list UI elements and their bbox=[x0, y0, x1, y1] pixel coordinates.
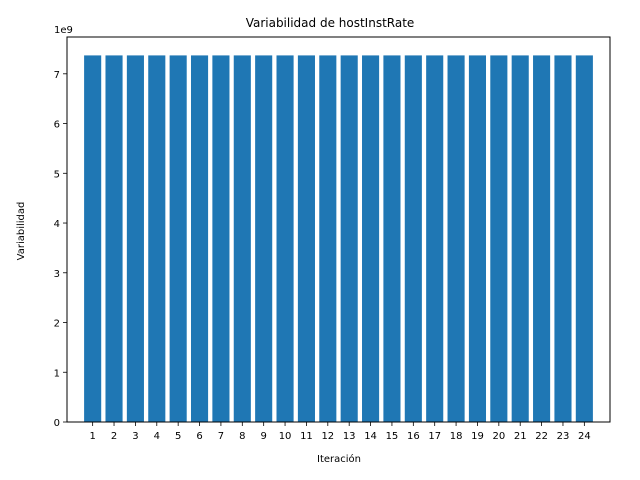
x-tick-label: 16 bbox=[407, 431, 420, 442]
x-tick-label: 2 bbox=[111, 431, 117, 442]
bar-13 bbox=[340, 55, 358, 423]
x-tick-label: 4 bbox=[154, 431, 160, 442]
y-tick-label: 7 bbox=[54, 70, 60, 81]
bar-11 bbox=[297, 55, 315, 423]
x-tick-label: 21 bbox=[514, 431, 527, 442]
x-tick-label: 18 bbox=[450, 431, 463, 442]
bar-12 bbox=[319, 55, 337, 423]
x-tick-label: 9 bbox=[260, 431, 266, 442]
bar-1 bbox=[84, 55, 102, 423]
bar-7 bbox=[212, 55, 230, 423]
bar-16 bbox=[404, 55, 422, 423]
bar-24 bbox=[575, 55, 593, 423]
x-tick-label: 11 bbox=[300, 431, 313, 442]
bar-20 bbox=[490, 55, 508, 423]
bar-17 bbox=[426, 55, 444, 423]
y-tick-label: 1 bbox=[54, 368, 60, 379]
bar-21 bbox=[511, 55, 529, 423]
bars-group bbox=[84, 55, 593, 423]
bar-19 bbox=[468, 55, 487, 423]
x-tick-label: 14 bbox=[364, 431, 377, 442]
y-tick-label: 3 bbox=[54, 269, 60, 280]
x-tick-label: 24 bbox=[578, 431, 591, 442]
x-axis-ticks: 1 2 3 4 5 6 7 8 9 10 11 12 13 14 15 16 17 18 19 20 21 22 23 24 bbox=[89, 422, 591, 442]
x-tick-label: 22 bbox=[535, 431, 548, 442]
x-tick-label: 8 bbox=[239, 431, 245, 442]
bar-8 bbox=[233, 55, 251, 423]
bar-2 bbox=[105, 55, 123, 423]
y-offset-label: 1e9 bbox=[54, 25, 73, 36]
y-tick-label: 5 bbox=[54, 169, 60, 180]
y-axis-label: Variabilidad bbox=[16, 202, 27, 261]
bar-6 bbox=[190, 55, 209, 423]
y-tick-label: 0 bbox=[54, 418, 60, 429]
x-tick-label: 7 bbox=[218, 431, 224, 442]
y-axis-ticks: 0 1 2 3 4 5 6 7 bbox=[54, 70, 67, 429]
x-tick-label: 6 bbox=[196, 431, 202, 442]
y-tick-label: 4 bbox=[54, 219, 60, 230]
x-tick-label: 20 bbox=[492, 431, 505, 442]
bar-10 bbox=[276, 55, 294, 423]
x-tick-label: 12 bbox=[321, 431, 334, 442]
bar-15 bbox=[383, 55, 401, 423]
x-tick-label: 10 bbox=[279, 431, 292, 442]
bar-5 bbox=[169, 55, 187, 423]
x-tick-label: 19 bbox=[471, 431, 484, 442]
bar-22 bbox=[533, 55, 551, 423]
chart-title: Variabilidad de hostInstRate bbox=[246, 16, 415, 30]
x-tick-label: 1 bbox=[89, 431, 95, 442]
x-tick-label: 17 bbox=[428, 431, 441, 442]
x-axis-label: Iteración bbox=[317, 453, 361, 465]
bar-4 bbox=[148, 55, 166, 423]
bar-14 bbox=[362, 55, 380, 423]
bar-23 bbox=[554, 55, 572, 423]
y-tick-label: 2 bbox=[54, 319, 60, 330]
bar-9 bbox=[255, 55, 273, 423]
x-tick-label: 5 bbox=[175, 431, 181, 442]
x-tick-label: 15 bbox=[386, 431, 399, 442]
x-tick-label: 3 bbox=[132, 431, 138, 442]
bar-18 bbox=[447, 55, 465, 423]
y-tick-label: 6 bbox=[54, 120, 60, 131]
plot-frame bbox=[66, 36, 611, 423]
x-tick-label: 13 bbox=[343, 431, 356, 442]
x-tick-label: 23 bbox=[557, 431, 570, 442]
bar-3 bbox=[126, 55, 144, 423]
